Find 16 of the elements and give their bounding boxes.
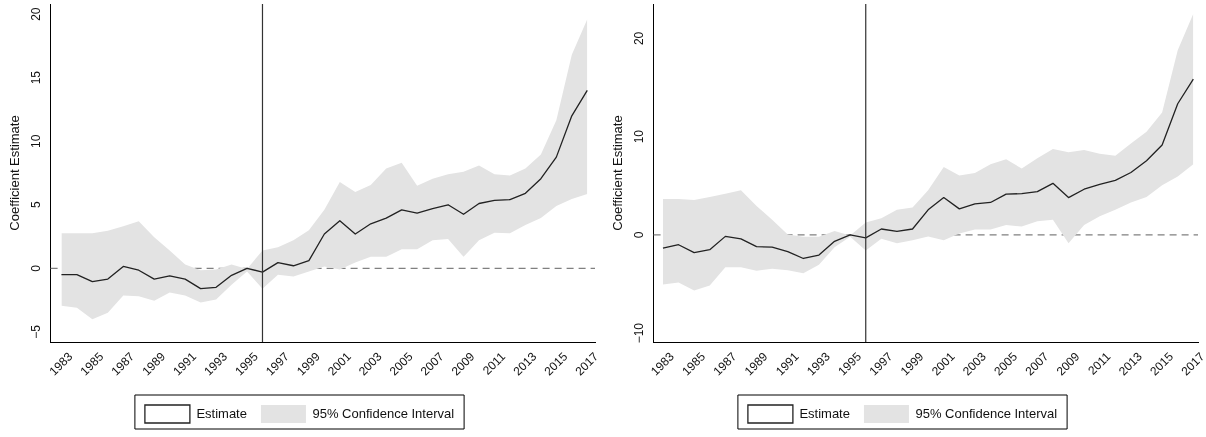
- y-tick-label: −5: [28, 324, 43, 339]
- y-tick-label: 20: [631, 31, 646, 46]
- y-tick-label: 15: [28, 70, 43, 85]
- text: 95% Confidence Interval: [312, 405, 455, 421]
- y-tick-label: 10: [631, 129, 646, 144]
- y-axis-title: Coefficient Estimate: [610, 115, 626, 231]
- legend-label: Estimate: [799, 405, 850, 421]
- y-tick-label: 20: [28, 7, 43, 21]
- y-tick-label: 0: [28, 264, 43, 272]
- y-tick-label: 0: [631, 231, 646, 239]
- text: 95% Confidence Interval: [915, 405, 1058, 421]
- y-tick-label: 10: [28, 134, 43, 148]
- y-tick-label: 5: [28, 201, 43, 209]
- y-tick-label: −10: [631, 322, 646, 344]
- y-axis-title: Coefficient Estimate: [7, 115, 23, 231]
- legend-label: Estimate: [196, 405, 247, 421]
